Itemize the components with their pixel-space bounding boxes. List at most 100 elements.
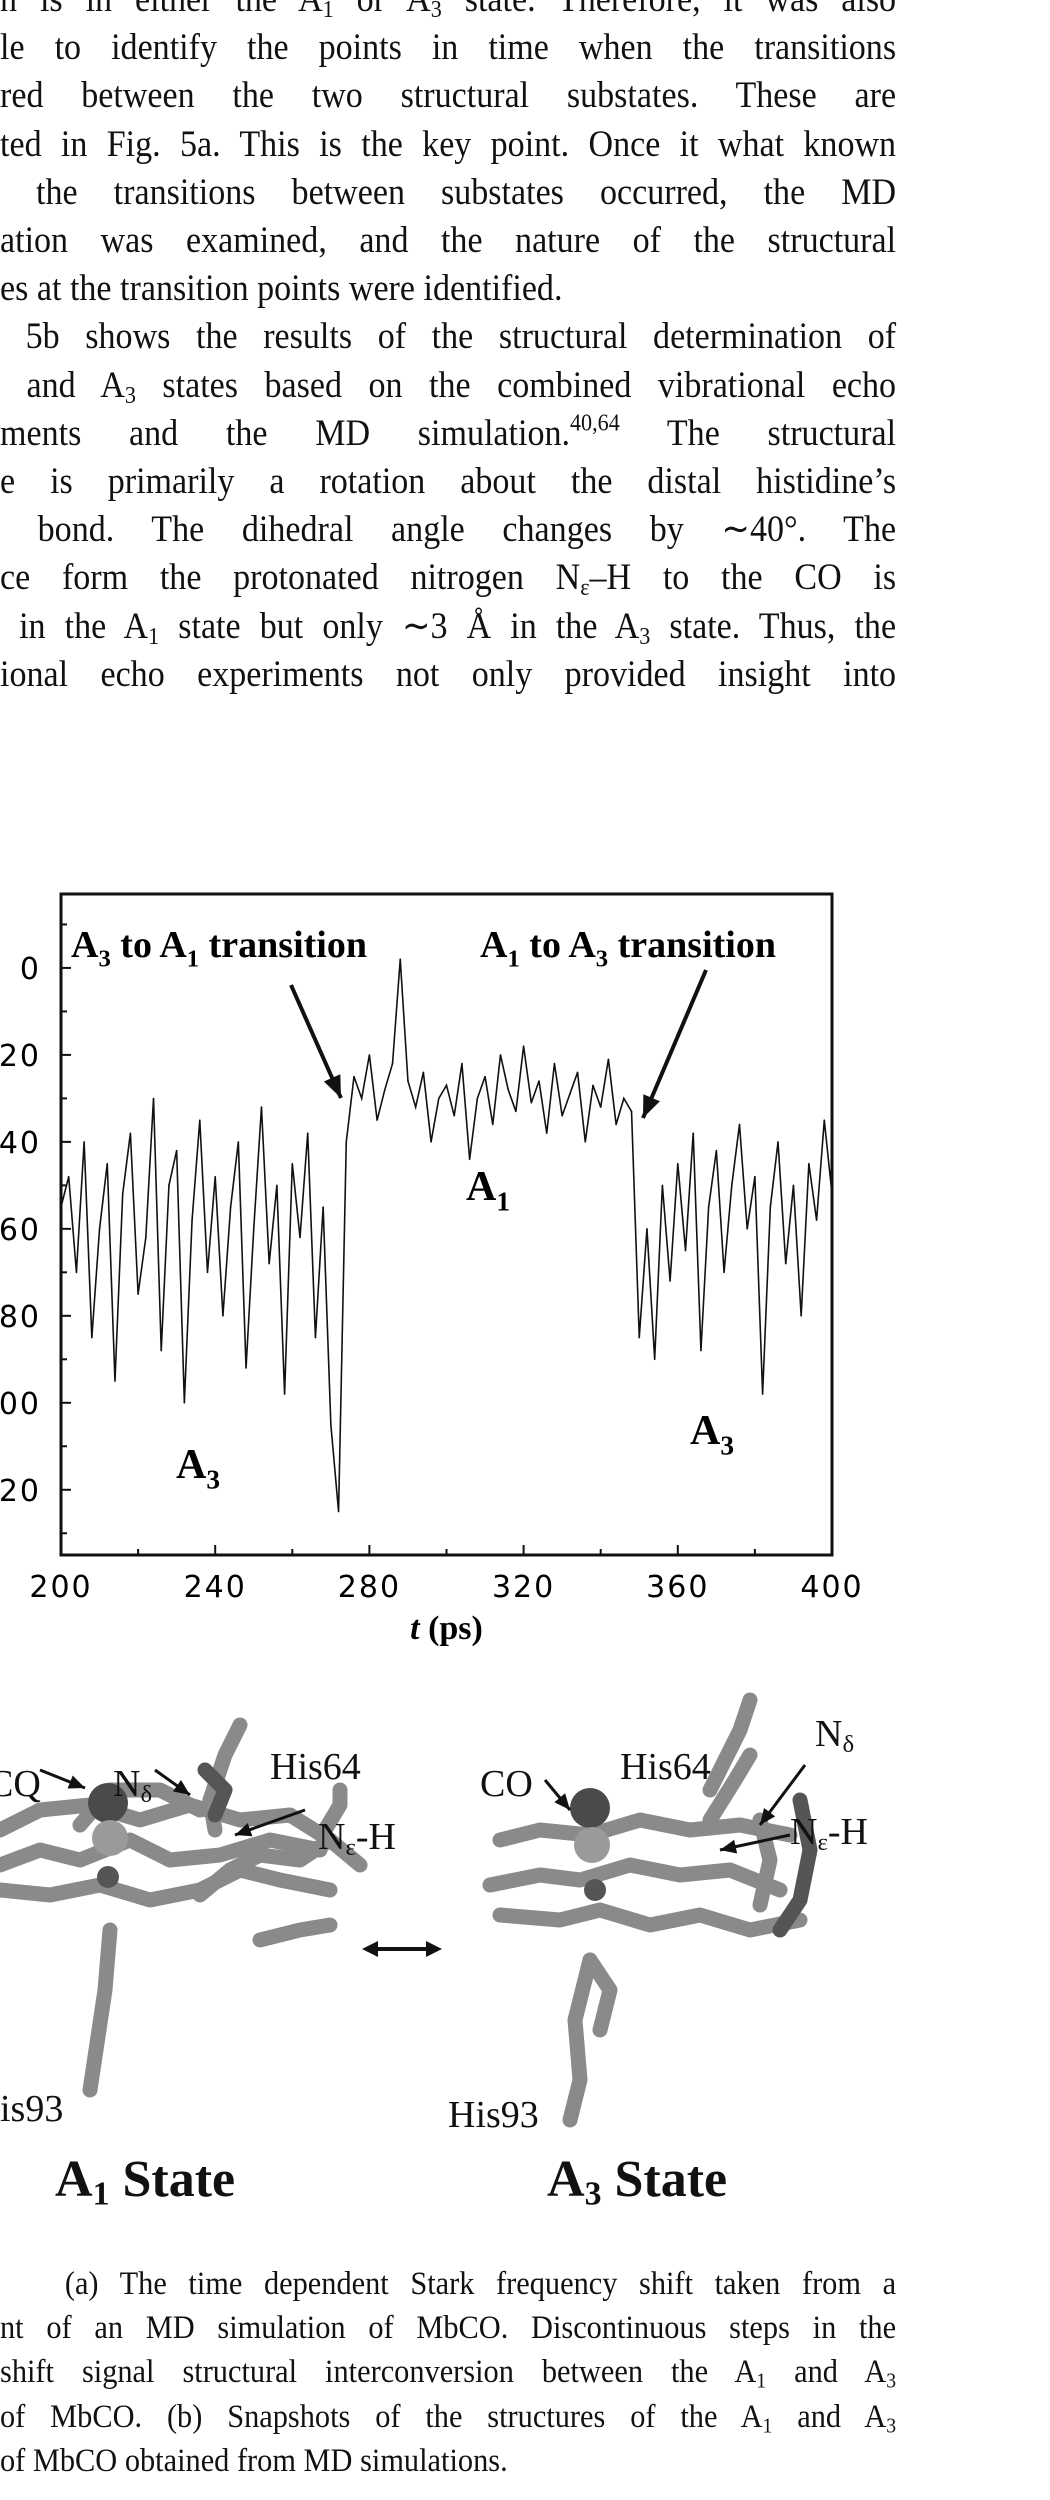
- data-point: [160, 1349, 163, 1352]
- data-point: [229, 1206, 232, 1208]
- data-point: [808, 1162, 810, 1165]
- data-point: [638, 1336, 641, 1339]
- pointer-arrow-icon-head: [760, 1808, 776, 1825]
- data-point: [823, 1119, 826, 1121]
- data-point: [530, 1101, 533, 1104]
- data-point: [730, 1184, 733, 1187]
- data-point: [746, 1228, 748, 1230]
- his64-label: His64: [620, 1745, 711, 1789]
- heme-stick: [252, 1917, 338, 1948]
- label-part: State: [601, 2151, 728, 2208]
- text-run: in the A: [0, 605, 149, 647]
- text-run: 40,64: [569, 410, 620, 437]
- text-run: 1: [756, 2368, 767, 2393]
- label-part: -H: [827, 1811, 868, 1853]
- label-part: 3: [584, 2175, 602, 2213]
- label-part: His64: [270, 1746, 361, 1788]
- iron-atom: [584, 1879, 606, 1901]
- heme-stick: [0, 1797, 338, 1848]
- text-run: of MbCO obtained from MD simulations.: [0, 2442, 508, 2479]
- text-run: 5b shows the results of the structural d…: [0, 316, 897, 358]
- label-part: A: [547, 2151, 585, 2208]
- data-point: [175, 1149, 178, 1152]
- text-run: ation was examined, and the nature of th…: [0, 220, 897, 261]
- his64-stick: [197, 1762, 233, 1823]
- body-line: red between the two structural substates…: [0, 74, 896, 118]
- n-epsilon-h-label: Nε-H: [318, 1815, 396, 1860]
- data-point: [291, 1162, 294, 1165]
- data-point: [114, 1380, 116, 1382]
- right-transition-label: A1 to A3 transition: [480, 924, 776, 973]
- data-point: [422, 1071, 425, 1074]
- data-point: [723, 1271, 725, 1274]
- his93-stick: [562, 1952, 598, 2128]
- data-point: [83, 1141, 85, 1143]
- data-point: [376, 1119, 378, 1121]
- x-tick-label: 280: [338, 1570, 401, 1605]
- y-tick-label: 20: [0, 1039, 41, 1074]
- heme-stick: [492, 1902, 808, 1938]
- label-part: A: [55, 2151, 93, 2208]
- data-point: [738, 1123, 741, 1126]
- data-point: [515, 1110, 517, 1113]
- n-delta-label: Nδ: [815, 1712, 854, 1757]
- body-line: ce form the protonated nitrogen Nε–H to …: [0, 556, 896, 600]
- data-point: [60, 1206, 62, 1208]
- body-line: bond. The dihedral angle changes by ∼40°…: [0, 508, 896, 552]
- label-part: His93: [448, 2094, 539, 2136]
- data-point: [522, 1045, 525, 1048]
- body-line: ional echo experiments not only provided…: [0, 653, 896, 697]
- text-run: n is in either the A: [0, 0, 323, 20]
- data-point: [599, 1106, 602, 1108]
- data-point: [692, 1132, 695, 1134]
- text-run: 1: [148, 623, 160, 650]
- heme-stick: [772, 1792, 818, 1938]
- data-point: [700, 1349, 702, 1352]
- label-part: His64: [620, 1746, 711, 1788]
- x-tick-label: 200: [29, 1570, 92, 1605]
- data-point: [222, 1315, 224, 1317]
- text-run: and A: [0, 364, 125, 406]
- data-point: [299, 1236, 301, 1239]
- x-tick-label: 360: [646, 1570, 709, 1605]
- co-label: CO: [480, 1762, 533, 1806]
- heme-stick: [0, 1832, 328, 1873]
- text-run: or A: [334, 0, 431, 20]
- text-run: –H to the CO is: [589, 557, 897, 599]
- data-point: [607, 1058, 610, 1061]
- his64-stick: [702, 1747, 758, 1828]
- data-point: [260, 1106, 263, 1108]
- text-run: The structural: [619, 412, 897, 454]
- data-point: [445, 1084, 448, 1087]
- text-run: bond. The dihedral angle changes by ∼40°…: [0, 509, 897, 551]
- text-run: 3: [430, 0, 442, 23]
- data-point: [283, 1393, 286, 1395]
- heme-stick: [192, 1832, 368, 1903]
- label-part: ε: [817, 1829, 828, 1857]
- data-point: [407, 1080, 409, 1082]
- data-point: [198, 1119, 201, 1121]
- x-tick-label: 240: [184, 1570, 247, 1605]
- data-point: [677, 1162, 679, 1165]
- data-point: [237, 1141, 240, 1143]
- data-point: [669, 1280, 671, 1282]
- y-tick-label: 60: [0, 1213, 41, 1248]
- data-point: [206, 1271, 209, 1274]
- data-point: [538, 1080, 540, 1082]
- label-part: N: [815, 1713, 843, 1755]
- data-point: [252, 1228, 255, 1230]
- data-point: [268, 1262, 270, 1265]
- data-point: [353, 1075, 355, 1078]
- x-tick-label: 400: [800, 1570, 863, 1605]
- arrow-icon-head: [323, 1074, 341, 1098]
- data-point: [191, 1219, 193, 1221]
- data-point: [715, 1149, 718, 1152]
- y-tick-label: 40: [0, 1126, 41, 1161]
- co-carbon-atom: [574, 1827, 610, 1863]
- data-point: [499, 1054, 502, 1056]
- data-point: [67, 1175, 70, 1178]
- arrow-icon-head: [643, 1094, 660, 1118]
- left-transition-label: A3 to A1 transition: [71, 924, 367, 973]
- body-line: in the A1 state but only ∼3 Å in the A3 …: [0, 605, 896, 650]
- data-point: [75, 1271, 78, 1274]
